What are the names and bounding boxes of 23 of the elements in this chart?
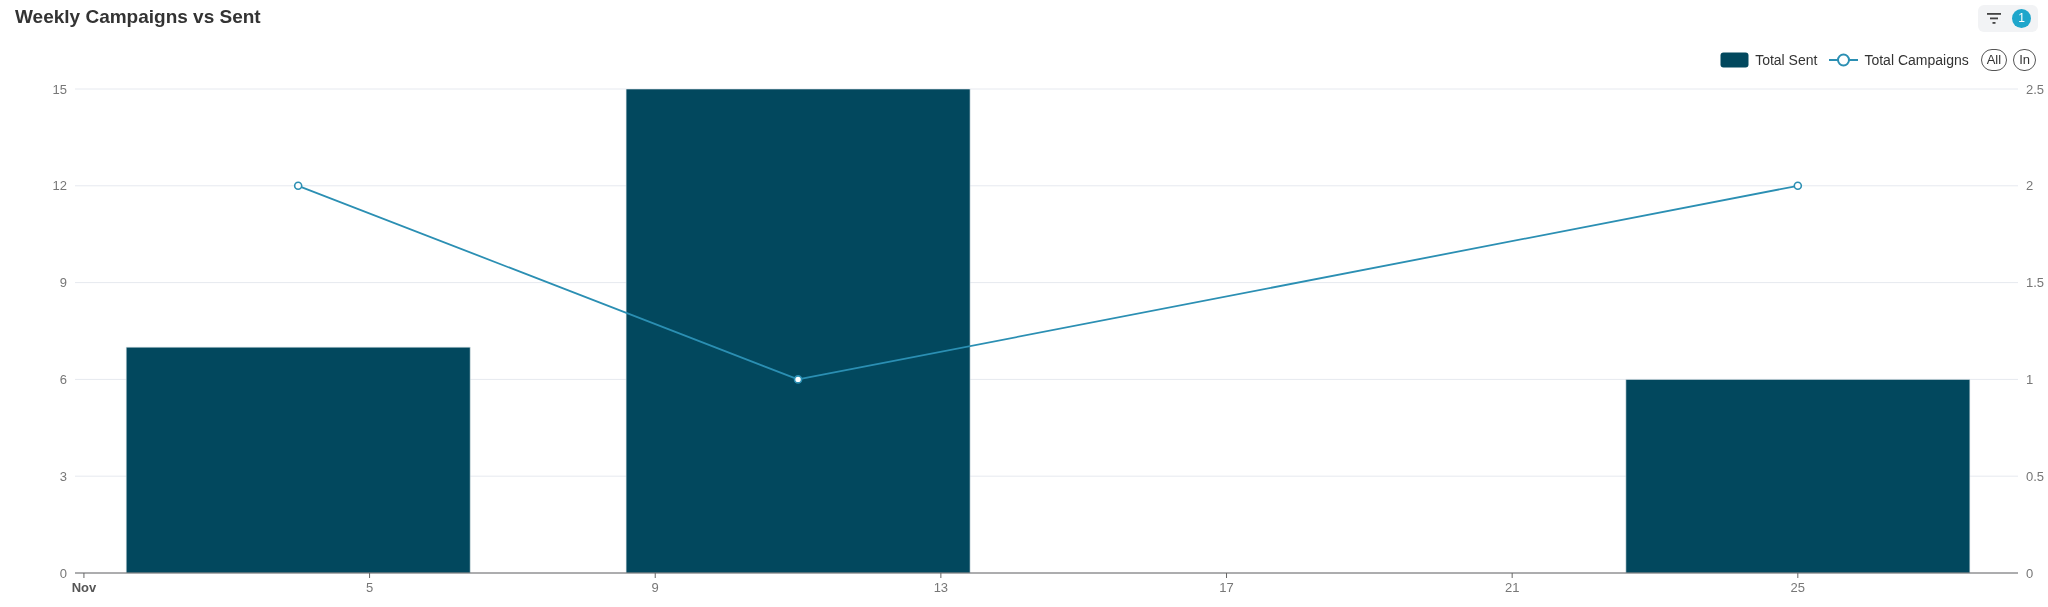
x-tick-label: 25 <box>1790 580 1806 595</box>
legend-label: Total Sent <box>1755 52 1818 68</box>
y-tick-label: 3 <box>59 468 67 484</box>
y2-tick-label: 0.5 <box>2026 468 2045 484</box>
y-tick-label: 9 <box>59 275 67 291</box>
x-tick-label: Nov <box>71 580 97 595</box>
x-tick-label: 17 <box>1219 580 1234 595</box>
count-badge: 1 <box>2012 9 2031 28</box>
y2-tick-label: 1 <box>2026 372 2034 388</box>
y-tick-label: 0 <box>59 565 67 581</box>
y2-tick-label: 2.5 <box>2026 81 2045 97</box>
x-tick-label: 9 <box>651 580 659 595</box>
y2-tick-label: 2 <box>2026 178 2034 194</box>
y2-tick-label: 1.5 <box>2026 275 2045 291</box>
y-tick-label: 6 <box>59 372 67 388</box>
y-tick-label: 12 <box>52 178 67 194</box>
chart-title: Weekly Campaigns vs Sent <box>15 6 261 28</box>
y2-tick-label: 0 <box>2026 565 2034 581</box>
x-tick-label: 21 <box>1504 580 1520 595</box>
x-tick-label: 13 <box>933 580 949 595</box>
x-tick-label: 5 <box>365 580 374 595</box>
legend-label: Total Campaigns <box>1864 52 1969 68</box>
y-tick-label: 15 <box>52 81 67 97</box>
